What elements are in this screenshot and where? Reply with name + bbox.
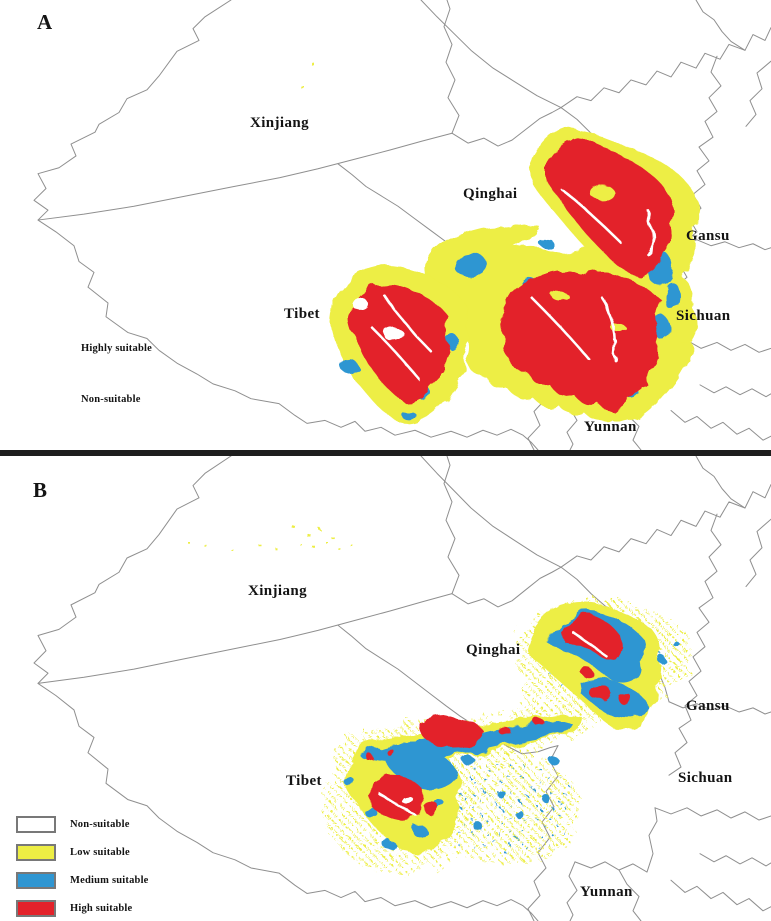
province-label-xinjiang-a: Xinjiang [250,115,310,131]
province-label-tibet-a: Tibet [284,306,320,322]
panel-b-label: B [33,478,49,502]
legend-swatch-low-suitable [16,844,56,861]
panel-b: B Xinjiang Qinghai Gansu Tibet Sichuan Y… [0,456,771,921]
legend-label-non-suitable: Non-suitable [70,819,130,830]
map-panel-b [33,456,771,921]
panel-a: A Xinjiang Qinghai Gansu Tibet Sichuan Y… [0,0,771,450]
suitability-layer-high-b [366,614,634,821]
province-label-gansu-a: Gansu [686,228,730,244]
legend-swatch-medium-suitable [16,872,56,889]
legend-label-medium-suitable: Medium suitable [70,875,149,886]
valley-gaps-a [352,186,653,382]
province-label-qinghai-b: Qinghai [466,642,521,658]
legend-label-high-suitable: High suitable [70,903,133,914]
legend-swatch-high-suitable [16,900,56,917]
province-label-tibet-b: Tibet [286,773,322,789]
legend-label-low-suitable: Low suitable [70,847,130,858]
legend-item-non-suitable: Non-suitable [16,816,149,833]
legend: Non-suitable Low suitable Medium suitabl… [16,816,149,921]
legend-item-medium-suitable: Medium suitable [16,872,149,889]
legend-swatch-non-suitable [16,816,56,833]
province-label-qinghai-a: Qinghai [463,186,518,202]
legend-item-high-suitable: High suitable [16,900,149,917]
province-label-yunnan-b: Yunnan [580,884,633,900]
panel-a-label: A [37,10,54,34]
valley-gaps-b [378,630,607,817]
province-label-xinjiang-b: Xinjiang [248,583,308,599]
map-panel-a [33,0,771,450]
province-label-yunnan-a: Yunnan [584,419,637,435]
annotation-highly-suitable: Highly suitable [81,343,152,354]
province-label-sichuan-a: Sichuan [676,308,731,324]
panel-divider [0,450,771,456]
annotation-non-suitable: Non-suitable [81,394,141,405]
province-label-gansu-b: Gansu [686,698,730,714]
legend-item-low-suitable: Low suitable [16,844,149,861]
province-label-sichuan-b: Sichuan [678,770,733,786]
